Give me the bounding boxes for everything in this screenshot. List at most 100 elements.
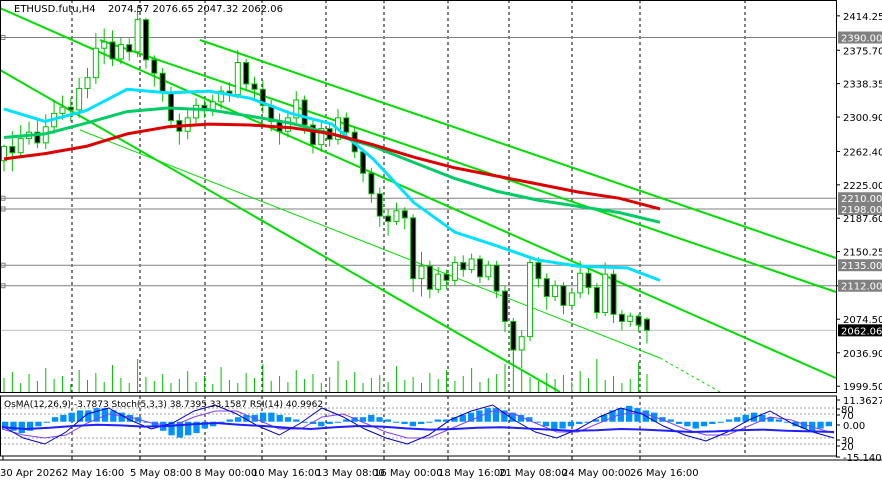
candle bbox=[318, 121, 325, 152]
candle-body bbox=[251, 83, 258, 90]
candle-body bbox=[385, 215, 392, 222]
osma-bar bbox=[51, 417, 59, 422]
candle bbox=[552, 280, 559, 301]
y-tick-label: 2036.90 bbox=[843, 349, 882, 360]
osma-bar bbox=[68, 412, 75, 422]
candle bbox=[134, 6, 141, 58]
osma-bar bbox=[226, 419, 233, 422]
osma-bar bbox=[35, 421, 42, 427]
panel-frames bbox=[0, 0, 882, 461]
osma-bar bbox=[43, 421, 50, 423]
x-tick-label: 13 May 08:00 bbox=[316, 468, 385, 479]
x-tick-label: 26 May 16:00 bbox=[630, 468, 699, 479]
price-label-text: 2112.00 bbox=[841, 282, 882, 293]
time-axis: 30 Apr 2026 2 May 16:00 5 May 08:00 8 May 0… bbox=[0, 456, 699, 479]
candle bbox=[426, 260, 433, 299]
y-tick-label: 2074.50 bbox=[843, 315, 882, 326]
osma-bar bbox=[542, 421, 550, 427]
candle bbox=[385, 208, 392, 236]
osma-bar bbox=[800, 421, 808, 429]
rsi-line bbox=[1, 421, 835, 434]
osma-bar bbox=[700, 421, 708, 427]
candle bbox=[376, 187, 383, 227]
y-tick-label: 1999.50 bbox=[843, 382, 882, 393]
price-label: 2112.00 bbox=[838, 279, 882, 293]
candle bbox=[510, 317, 517, 367]
moving-averages bbox=[3, 87, 661, 282]
osma-bar bbox=[393, 421, 400, 423]
candle-body bbox=[476, 258, 483, 278]
candle-body bbox=[293, 99, 300, 119]
osma-bar bbox=[201, 421, 208, 429]
candle-body bbox=[234, 62, 241, 96]
osma-bar bbox=[709, 421, 716, 424]
sub-tick-label: 11.3627 bbox=[843, 396, 882, 407]
candle bbox=[84, 67, 91, 99]
candle-body bbox=[17, 137, 24, 154]
osma-bar bbox=[185, 421, 192, 436]
candle-body bbox=[67, 106, 74, 111]
sub-tick-label: -15.1405 bbox=[843, 453, 882, 464]
osma-bar bbox=[692, 421, 699, 429]
osma-bar bbox=[343, 419, 350, 422]
osma-bar bbox=[459, 414, 466, 422]
osma-bar bbox=[426, 421, 433, 423]
candle bbox=[468, 253, 475, 274]
osma-bar bbox=[792, 421, 799, 427]
osma-bar bbox=[168, 421, 175, 436]
price-label-box bbox=[838, 259, 882, 272]
osma-bar bbox=[110, 410, 117, 422]
candle-body bbox=[510, 320, 517, 351]
candle bbox=[627, 312, 634, 327]
osma-bar bbox=[18, 421, 25, 434]
candle bbox=[602, 262, 609, 317]
osma-bar bbox=[501, 410, 508, 422]
candle bbox=[109, 30, 116, 67]
price-label: 2135.00 bbox=[838, 259, 882, 272]
candle bbox=[585, 267, 592, 295]
ma_slow-line bbox=[3, 122, 661, 211]
x-tick-label: 2 May 16:00 bbox=[62, 468, 124, 479]
osma-bar bbox=[534, 421, 541, 423]
price-label-text: 2135.00 bbox=[841, 261, 882, 272]
price-label-text: 2210.00 bbox=[841, 194, 882, 205]
candle bbox=[451, 256, 458, 286]
candle-body bbox=[535, 262, 542, 280]
x-tick-label: 10 May 16:00 bbox=[252, 468, 321, 479]
candle-body bbox=[577, 272, 584, 294]
price-label: 2390.00 bbox=[838, 31, 882, 45]
candle-body bbox=[393, 210, 400, 222]
candle-body bbox=[527, 262, 534, 338]
osma-bar bbox=[384, 419, 392, 422]
osma-bar bbox=[351, 417, 358, 422]
candle-body bbox=[368, 172, 375, 195]
indicator-header: OsMA(12,26,9) -3.7873 Stoch(5,3,3) 38.73… bbox=[4, 400, 323, 410]
price-label-box bbox=[838, 279, 882, 292]
osma-bar bbox=[767, 417, 774, 422]
candle-body bbox=[585, 272, 592, 289]
price-label: 2210.00 bbox=[838, 192, 882, 205]
candle-body bbox=[243, 62, 250, 85]
candle-body bbox=[117, 44, 124, 60]
osma-bar bbox=[268, 412, 275, 422]
osma-bar bbox=[742, 414, 749, 422]
osma-bar bbox=[326, 421, 333, 424]
candle-body bbox=[643, 318, 650, 331]
candle-body bbox=[610, 273, 617, 315]
osma-bar bbox=[293, 419, 300, 422]
candle bbox=[418, 251, 425, 297]
osma-bar bbox=[584, 421, 591, 423]
candle bbox=[410, 214, 417, 292]
candle-body bbox=[84, 77, 91, 89]
x-tick-label: 21 May 08:00 bbox=[499, 468, 568, 479]
y-tick-label: 2187.60 bbox=[843, 214, 882, 225]
volume-bars bbox=[3, 352, 648, 392]
osma-bar bbox=[725, 419, 733, 422]
osma-bar bbox=[26, 421, 34, 431]
candle-body bbox=[76, 87, 83, 111]
price-label-box bbox=[838, 202, 882, 215]
x-tick-label: 5 May 08:00 bbox=[130, 468, 192, 479]
osma-bar bbox=[775, 419, 783, 422]
